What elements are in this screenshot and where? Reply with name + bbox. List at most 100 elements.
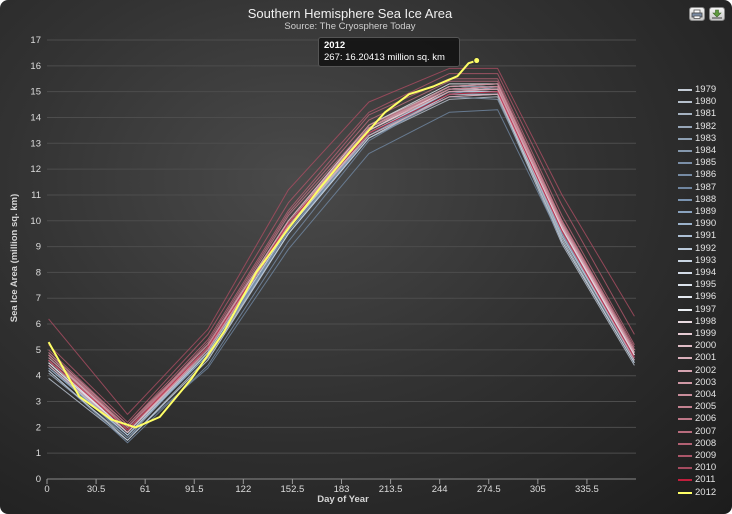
legend-item-2008[interactable]: 2008 <box>678 438 728 450</box>
legend-item-1982[interactable]: 1982 <box>678 121 728 133</box>
legend-swatch <box>678 272 692 274</box>
legend-item-2009[interactable]: 2009 <box>678 450 728 462</box>
legend-item-2004[interactable]: 2004 <box>678 389 728 401</box>
series-line-1993[interactable] <box>48 93 635 441</box>
series-line-1994[interactable] <box>48 86 635 433</box>
legend-item-1997[interactable]: 1997 <box>678 304 728 316</box>
series-line-2007[interactable] <box>48 80 635 428</box>
legend-item-1996[interactable]: 1996 <box>678 291 728 303</box>
export-button[interactable] <box>709 7 725 21</box>
legend-item-2001[interactable]: 2001 <box>678 352 728 364</box>
x-axis-title: Day of Year <box>317 494 369 505</box>
legend-label: 1998 <box>695 315 717 327</box>
x-tick-label: 183 <box>334 484 350 495</box>
legend-item-1981[interactable]: 1981 <box>678 108 728 120</box>
legend-item-1990[interactable]: 1990 <box>678 218 728 230</box>
legend-item-1989[interactable]: 1989 <box>678 206 728 218</box>
series-line-1983[interactable] <box>48 86 635 433</box>
legend-item-1987[interactable]: 1987 <box>678 182 728 194</box>
legend-item-2010[interactable]: 2010 <box>678 462 728 474</box>
legend-swatch <box>678 479 692 482</box>
series-line-1998[interactable] <box>48 86 635 433</box>
series-line-2001[interactable] <box>48 88 635 431</box>
series-line-1986[interactable] <box>48 86 635 444</box>
x-tick-label: 91.5 <box>185 484 204 495</box>
legend-item-2011[interactable]: 2011 <box>678 474 728 486</box>
legend-label: 1980 <box>695 96 717 108</box>
series-line-1979[interactable] <box>48 93 635 433</box>
print-button[interactable] <box>689 7 705 21</box>
series-line-2012[interactable] <box>47 59 478 429</box>
legend-item-1991[interactable]: 1991 <box>678 230 728 242</box>
print-icon <box>691 9 703 19</box>
legend-item-1979[interactable]: 1979 <box>678 84 728 96</box>
series-line-1999[interactable] <box>48 88 635 431</box>
legend-item-1994[interactable]: 1994 <box>678 267 728 279</box>
series-line-2006[interactable] <box>48 86 635 428</box>
chart-subtitle: Source: The Cryosphere Today <box>284 21 416 32</box>
series-line-2002[interactable] <box>48 93 635 433</box>
legend-label: 1985 <box>695 157 717 169</box>
series-line-1997[interactable] <box>48 86 635 433</box>
legend-item-2002[interactable]: 2002 <box>678 365 728 377</box>
series-line-2010[interactable] <box>48 67 635 415</box>
y-tick-label: 11 <box>31 190 41 201</box>
series-line-1982[interactable] <box>48 88 635 436</box>
legend-item-1988[interactable]: 1988 <box>678 194 728 206</box>
legend-item-2006[interactable]: 2006 <box>678 413 728 425</box>
series-line-1995[interactable] <box>48 83 635 431</box>
series-line-1990[interactable] <box>48 88 635 433</box>
legend-label: 1992 <box>695 242 717 254</box>
legend-label: 2000 <box>695 340 717 352</box>
series-line-2011[interactable] <box>48 91 635 431</box>
legend-swatch <box>678 296 692 299</box>
tooltip-title: 2012 <box>324 40 346 51</box>
legend-item-1984[interactable]: 1984 <box>678 145 728 157</box>
legend-swatch <box>678 308 692 311</box>
x-tick-label: 213.5 <box>379 484 403 495</box>
series-line-2004[interactable] <box>48 86 635 428</box>
legend-label: 1988 <box>695 193 717 205</box>
y-tick-label: 1 <box>36 448 41 459</box>
y-tick-label: 15 <box>30 87 41 98</box>
legend-item-1983[interactable]: 1983 <box>678 133 728 145</box>
series-line-2009[interactable] <box>48 73 635 423</box>
legend-swatch <box>678 125 692 128</box>
series-line-1980[interactable] <box>48 96 635 441</box>
legend-item-2012[interactable]: 2012 <box>678 487 728 499</box>
legend-swatch <box>678 89 692 91</box>
legend-item-1986[interactable]: 1986 <box>678 169 728 181</box>
series-line-1987[interactable] <box>48 109 635 439</box>
legend-item-1980[interactable]: 1980 <box>678 96 728 108</box>
legend-swatch <box>678 369 692 372</box>
legend-item-1999[interactable]: 1999 <box>678 328 728 340</box>
legend-label: 1983 <box>695 132 717 144</box>
x-tick-label: 122 <box>235 484 251 495</box>
legend-swatch <box>678 418 692 421</box>
series-line-2005[interactable] <box>48 83 635 431</box>
legend-label: 1989 <box>695 206 717 217</box>
legend-label: 2011 <box>695 474 716 486</box>
download-icon <box>712 9 722 19</box>
legend-item-1985[interactable]: 1985 <box>678 157 728 169</box>
legend-item-2007[interactable]: 2007 <box>678 426 728 438</box>
legend-label: 2012 <box>695 486 717 498</box>
series-line-1985[interactable] <box>48 88 635 431</box>
legend-label: 1997 <box>695 303 717 315</box>
legend-item-2000[interactable]: 2000 <box>678 340 728 352</box>
legend-item-1998[interactable]: 1998 <box>678 316 728 328</box>
series-line-1988[interactable] <box>48 93 635 436</box>
series-line-2008[interactable] <box>48 78 635 426</box>
legend-label: 1986 <box>695 169 717 181</box>
legend-item-1995[interactable]: 1995 <box>678 279 728 291</box>
legend-label: 2009 <box>695 450 717 461</box>
y-tick-label: 6 <box>36 319 41 330</box>
legend-item-1993[interactable]: 1993 <box>678 255 728 267</box>
series-line-2003[interactable] <box>48 88 635 426</box>
y-tick-label: 10 <box>30 216 41 227</box>
legend-label: 1979 <box>695 84 717 95</box>
legend-item-1992[interactable]: 1992 <box>678 243 728 255</box>
legend-label: 2010 <box>695 462 717 474</box>
legend-item-2005[interactable]: 2005 <box>678 401 728 413</box>
legend-item-2003[interactable]: 2003 <box>678 377 728 389</box>
